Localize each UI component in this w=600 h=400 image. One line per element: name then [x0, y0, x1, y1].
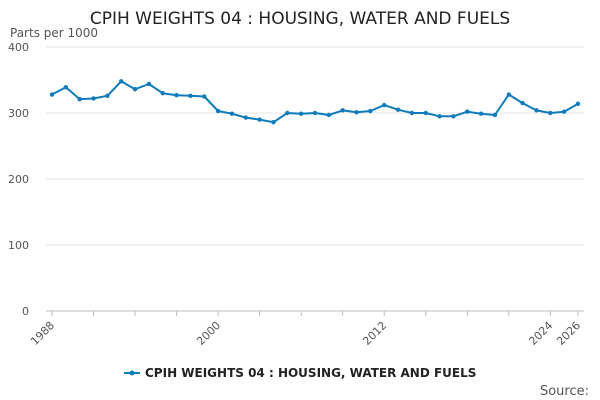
- data-point-1989[interactable]: [63, 85, 69, 90]
- data-point-2012[interactable]: [382, 102, 387, 108]
- data-point-2010[interactable]: [354, 110, 359, 115]
- data-point-2004[interactable]: [271, 120, 276, 125]
- data-point-1991[interactable]: [91, 96, 96, 101]
- legend-marker: [129, 370, 135, 376]
- grid-lines: [46, 46, 584, 312]
- data-point-2007[interactable]: [312, 110, 318, 116]
- y-tick-labels: 0 100 200 300 400: [8, 41, 29, 318]
- data-point-2014[interactable]: [409, 110, 415, 116]
- data-point-2001[interactable]: [229, 111, 235, 116]
- data-point-2020[interactable]: [492, 112, 498, 118]
- data-point-2002[interactable]: [243, 115, 248, 120]
- data-point-2022[interactable]: [520, 100, 525, 106]
- data-point-2024[interactable]: [548, 110, 553, 116]
- data-point-2000[interactable]: [215, 108, 221, 114]
- y-tick-label-400: 400: [8, 41, 29, 54]
- data-point-2026[interactable]: [575, 101, 581, 106]
- x-tick-label-2012: 2012: [360, 319, 389, 348]
- x-tick-label-2026: 2026: [554, 319, 583, 348]
- y-axis-label: Parts per 1000: [10, 26, 98, 40]
- y-tick-label-100: 100: [8, 239, 29, 252]
- data-point-2018[interactable]: [465, 109, 470, 114]
- legend[interactable]: CPIH WEIGHTS 04 : HOUSING, WATER AND FUE…: [124, 366, 476, 380]
- data-point-2023[interactable]: [534, 108, 539, 113]
- data-point-2005[interactable]: [285, 110, 290, 116]
- data-point-1993[interactable]: [119, 79, 124, 84]
- data-point-2003[interactable]: [257, 117, 262, 122]
- x-tick-label-2024: 2024: [526, 319, 555, 348]
- y-tick-label-0: 0: [22, 305, 29, 318]
- data-point-1994[interactable]: [132, 87, 138, 92]
- x-tick-label-2000: 2000: [194, 319, 223, 348]
- series-line-0: [51, 80, 579, 124]
- data-point-2025[interactable]: [561, 109, 567, 114]
- data-point-2015[interactable]: [423, 110, 428, 116]
- data-series: [49, 79, 581, 125]
- data-point-1999[interactable]: [202, 94, 207, 99]
- data-point-1998[interactable]: [188, 93, 193, 99]
- data-point-2009[interactable]: [340, 108, 345, 113]
- data-point-2013[interactable]: [395, 107, 401, 112]
- data-point-1992[interactable]: [105, 93, 110, 99]
- data-point-2017[interactable]: [451, 114, 456, 119]
- data-point-1995[interactable]: [146, 81, 152, 87]
- data-point-2019[interactable]: [478, 111, 484, 116]
- y-tick-label-200: 200: [8, 173, 29, 186]
- x-tick-label-1988: 1988: [28, 319, 57, 348]
- data-point-2008[interactable]: [326, 112, 332, 118]
- source-label: Source:: [540, 384, 589, 399]
- chart-title: CPIH WEIGHTS 04 : HOUSING, WATER AND FUE…: [90, 9, 510, 29]
- data-point-2016[interactable]: [437, 114, 442, 119]
- data-point-1997[interactable]: [174, 92, 179, 98]
- y-tick-label-300: 300: [8, 107, 29, 120]
- data-point-2006[interactable]: [298, 111, 304, 116]
- data-point-1990[interactable]: [77, 96, 82, 102]
- data-point-1996[interactable]: [160, 91, 165, 96]
- data-point-2021[interactable]: [506, 92, 511, 97]
- legend-label: CPIH WEIGHTS 04 : HOUSING, WATER AND FUE…: [145, 366, 476, 380]
- data-point-1988[interactable]: [49, 92, 55, 97]
- data-point-2011[interactable]: [368, 108, 373, 114]
